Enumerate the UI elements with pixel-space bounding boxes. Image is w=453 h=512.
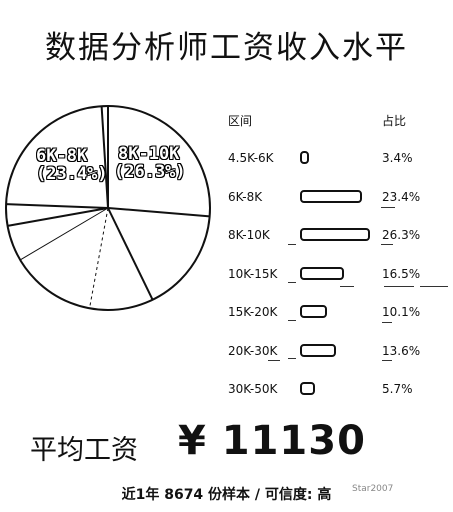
pie-slice-boundary [107,207,210,218]
table-row: 20K-30K 13.6% [0,341,453,365]
row-range-label: 20K-30K [228,343,278,358]
share-bar [300,266,344,280]
divider [288,358,296,359]
divider [288,282,296,283]
divider [384,286,414,287]
row-range-label: 4.5K-6K [228,151,274,165]
divider [340,286,354,287]
row-range-label: 10K-15K [228,266,278,281]
table-row: 30K-50K 5.7% [0,379,453,403]
row-range-label: 15K-20K [228,305,278,319]
row-share-value: 3.4% [382,151,413,165]
divider [382,322,392,323]
pie-slice-boundary [19,207,109,261]
row-share-value: 10.1% [382,305,421,319]
pie-slice-boundary [107,207,154,301]
row-share-value: 13.6% [382,343,421,358]
watermark: Star2007 [352,484,394,494]
table-row: 8K-10K 26.3% [0,225,453,249]
pie-label-6k-8k-pct: (23.4%) [36,164,108,184]
share-bar [300,189,363,203]
share-bar [300,228,370,241]
divider [382,360,392,361]
pie-label-6k-8k: 6K-8K (23.4%) [36,147,108,183]
share-bar [300,343,337,357]
pie-label-6k-8k-range: 6K-8K [36,146,88,166]
row-range-label: 30K-50K [228,382,278,396]
table-row: 4.5K-6K 3.4% [0,148,453,172]
divider [268,360,280,361]
table-row: 6K-8K 23.4% [0,187,453,211]
sample-footer: 近1年 8674 份样本 / 可信度: 高 [121,487,332,503]
pie-label-8k-10k-pct: (26.3%) [114,162,186,182]
table-row: 15K-20K 10.1% [0,302,453,326]
average-salary-label: 平均工资 [30,435,138,466]
pie-label-8k-10k-range: 8K-10K [118,144,180,164]
pie-slice-boundary [89,207,109,309]
table-header-share: 占比 [382,114,407,128]
row-share-value: 5.7% [382,382,413,396]
row-share-value: 16.5% [382,266,421,281]
row-share-value: 26.3% [382,228,421,242]
divider [381,244,393,245]
table-header-range: 区间 [228,114,253,128]
share-bar [300,382,316,395]
share-bar [300,151,310,164]
pie-slice-boundary [100,106,109,209]
divider [288,320,296,321]
share-bar [300,305,327,318]
row-range-label: 6K-8K [228,189,263,204]
average-salary-value: ¥ 11130 [178,418,366,464]
pie-slice-boundary [7,207,109,227]
divider [288,244,296,245]
table-row: 10K-15K 16.5% [0,264,453,288]
divider [420,286,448,287]
pie-slice-boundary [6,203,109,209]
pie-label-8k-10k: 8K-10K (26.3%) [114,145,186,181]
chart-title: 数据分析师工资收入水平 [45,30,408,66]
row-share-value: 23.4% [382,189,421,204]
row-range-label: 8K-10K [228,228,270,242]
divider [381,207,395,208]
